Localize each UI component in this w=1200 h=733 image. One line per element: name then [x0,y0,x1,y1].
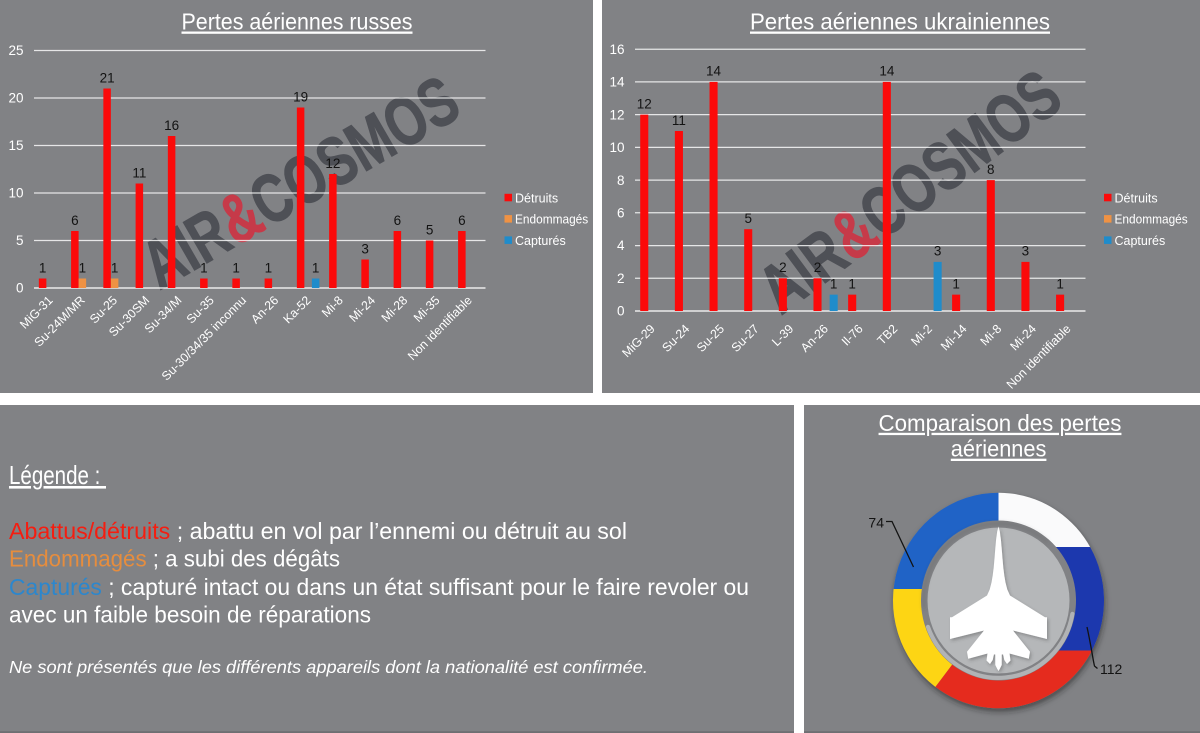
svg-text:2: 2 [779,260,787,275]
svg-text:aériennes: aériennes [951,436,1047,462]
svg-text:0: 0 [617,304,625,319]
svg-text:20: 20 [8,91,23,106]
svg-text:Détruits: Détruits [1115,191,1158,205]
svg-text:14: 14 [609,75,625,90]
svg-text:12: 12 [325,156,340,171]
svg-text:10: 10 [609,140,624,155]
svg-text:Capturés ; capturé intact ou d: Capturés ; capturé intact ou dans un éta… [9,574,749,600]
svg-text:5: 5 [16,233,24,248]
svg-text:1: 1 [848,276,856,291]
svg-text:1: 1 [1056,276,1064,291]
svg-text:Endommagés: Endommagés [515,213,588,227]
svg-text:3: 3 [361,241,369,256]
svg-text:8: 8 [617,173,625,188]
svg-text:14: 14 [706,64,722,79]
svg-text:14: 14 [879,64,895,79]
svg-text:1: 1 [232,260,240,275]
svg-text:25: 25 [8,43,23,58]
svg-text:16: 16 [164,118,179,133]
svg-text:12: 12 [609,107,624,122]
svg-text:1: 1 [265,260,273,275]
svg-text:Capturés: Capturés [515,234,566,248]
svg-text:19: 19 [293,89,308,104]
svg-text:2: 2 [617,271,625,286]
svg-text:1: 1 [200,260,208,275]
svg-text:Légende :: Légende : [9,460,106,490]
svg-text:Capturés: Capturés [1115,234,1166,248]
svg-text:16: 16 [609,42,624,57]
svg-text:Ne sont présentés que les diff: Ne sont présentés que les différents app… [9,657,648,677]
svg-text:Pertes aériennes ukrainiennes: Pertes aériennes ukrainiennes [750,9,1050,35]
svg-text:21: 21 [100,70,115,85]
svg-text:5: 5 [426,222,434,237]
svg-text:4: 4 [617,238,625,253]
svg-text:Pertes aériennes russes: Pertes aériennes russes [182,9,413,35]
svg-text:avec un faible besoin de répar: avec un faible besoin de réparations [9,602,371,628]
svg-text:1: 1 [79,260,87,275]
svg-text:1: 1 [111,260,119,275]
svg-text:6: 6 [458,213,466,228]
svg-text:Endommagés: Endommagés [1115,213,1188,227]
svg-text:6: 6 [617,206,625,221]
svg-text:15: 15 [8,138,23,153]
svg-text:74: 74 [868,515,884,531]
svg-text:3: 3 [1022,244,1030,259]
svg-text:2: 2 [814,260,822,275]
svg-text:3: 3 [934,244,942,259]
svg-text:1: 1 [830,276,838,291]
svg-text:1: 1 [312,260,320,275]
svg-text:Endommagés ; a subi des dégâts: Endommagés ; a subi des dégâts [9,546,340,572]
svg-text:1: 1 [39,260,47,275]
svg-text:8: 8 [987,162,995,177]
svg-text:1: 1 [952,276,960,291]
svg-text:Détruits: Détruits [515,191,558,205]
svg-text:0: 0 [16,281,24,296]
svg-text:112: 112 [1100,661,1123,677]
svg-text:Comparaison des pertes: Comparaison des pertes [879,410,1122,436]
svg-text:10: 10 [8,186,23,201]
svg-text:5: 5 [744,211,752,226]
svg-text:12: 12 [637,96,652,111]
svg-text:Abattus/détruits ; abattu en v: Abattus/détruits ; abattu en vol par l’e… [9,518,627,544]
svg-text:6: 6 [394,213,402,228]
svg-text:11: 11 [132,165,146,180]
svg-text:11: 11 [672,113,686,128]
svg-text:6: 6 [71,213,79,228]
